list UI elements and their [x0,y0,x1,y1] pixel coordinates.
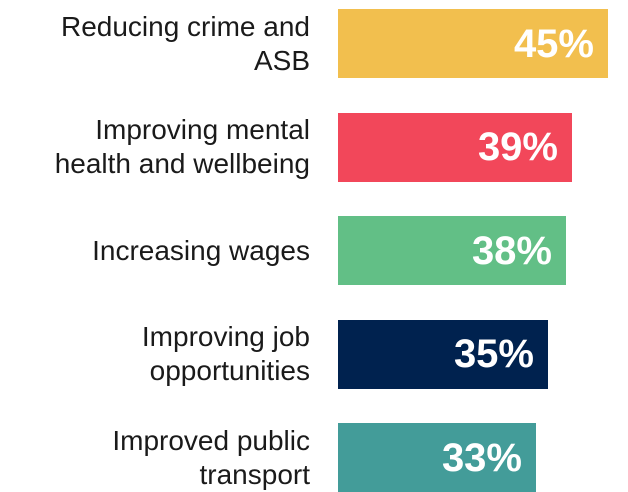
category-label: Improving mental health and wellbeing [54,114,310,179]
bar: 38% [338,216,566,285]
data-label: 39% [477,125,558,169]
data-label: 45% [513,21,594,66]
bar: 39% [338,112,572,182]
category-label: Improving job opportunities [141,321,310,386]
data-label: 35% [453,332,534,376]
data-label: 33% [441,435,522,480]
bar: 45% [338,9,608,78]
category-label: Improved public transport [112,424,310,490]
data-label: 38% [471,228,552,273]
category-label: Increasing wages [92,234,310,266]
bar: 33% [338,423,536,492]
category-label: Reducing crime and ASB [60,10,310,76]
bar: 35% [338,319,548,389]
